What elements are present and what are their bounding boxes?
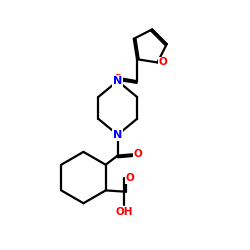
Text: N: N <box>113 130 122 140</box>
Text: N: N <box>113 76 122 86</box>
Text: OH: OH <box>115 208 133 218</box>
Text: O: O <box>158 58 167 68</box>
Text: O: O <box>126 173 134 183</box>
Text: O: O <box>114 74 122 84</box>
Text: O: O <box>133 149 142 159</box>
